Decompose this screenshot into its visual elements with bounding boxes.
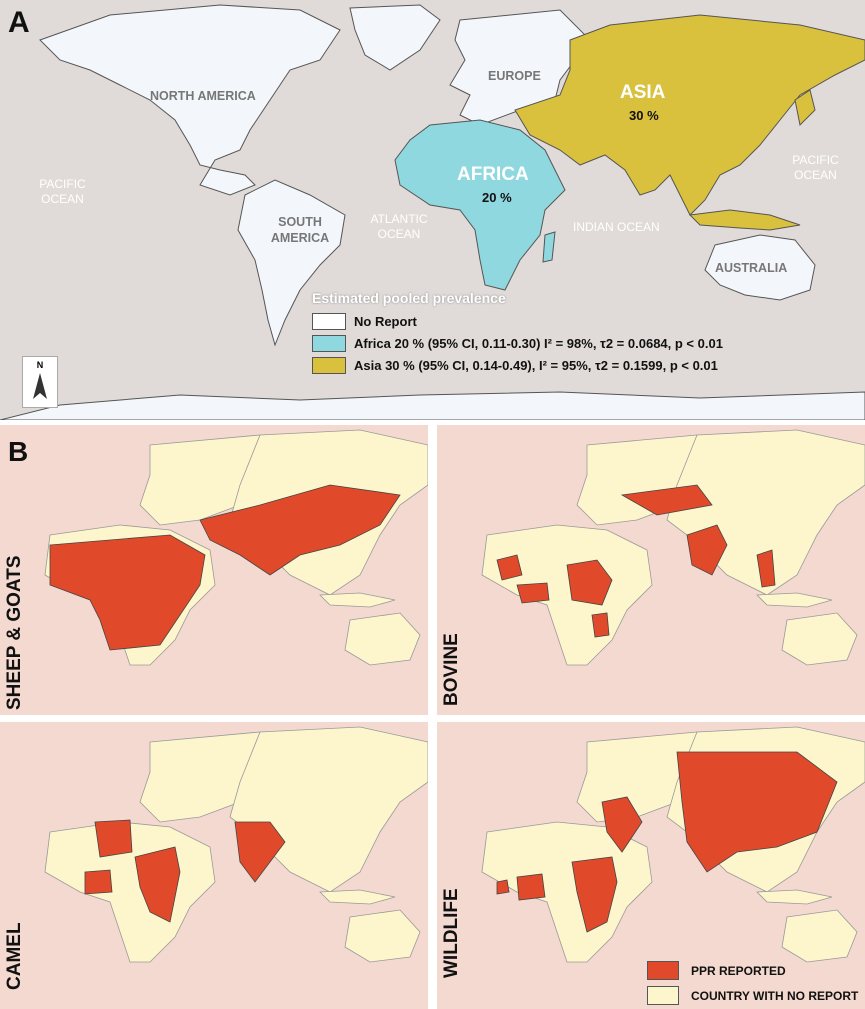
ppr-legend-text-reported: PPR REPORTED	[691, 963, 786, 978]
atlantic-ocean-label: ATLANTIC OCEAN	[366, 212, 432, 242]
ppr-reported-region	[496, 554, 523, 581]
europe-label: EUROPE	[488, 69, 541, 83]
ppr-reported-region	[134, 846, 181, 923]
legend-swatch-asia	[312, 356, 346, 374]
panel-a-letter: A	[8, 6, 30, 39]
legend-text-africa: Africa 20 % (95% CI, 0.11-0.30) I² = 98%…	[354, 335, 723, 351]
south-america-shape	[237, 179, 346, 347]
sea-islands-land	[756, 889, 833, 905]
north-america-label: NORTH AMERICA	[150, 89, 256, 103]
legend-text-asia: Asia 30 % (95% CI, 0.14-0.49), I² = 95%,…	[354, 357, 718, 373]
map-sheep-goats-svg	[44, 429, 428, 666]
north-arrow-icon	[33, 373, 47, 399]
prevalence-legend: Estimated pooled prevalence No Report Af…	[312, 290, 772, 376]
antarctica-shape	[0, 391, 865, 420]
ppr-reported-region	[676, 751, 838, 873]
ppr-reported-region	[234, 821, 286, 883]
label-camel: CAMEL	[4, 922, 25, 990]
ppr-reported-region	[566, 559, 613, 606]
north-arrow-letter: N	[36, 360, 44, 370]
map-camel	[0, 722, 428, 1009]
ppr-reported-region	[199, 484, 401, 576]
south-america-label: SOUTH AMERICA	[268, 214, 332, 246]
pacific-ocean-left-label: PACIFIC OCEAN	[35, 177, 90, 207]
ppr-reported-region	[49, 534, 206, 651]
australia-land	[344, 612, 421, 666]
pacific-left-line2: OCEAN	[41, 192, 84, 206]
atlantic-line1: ATLANTIC	[370, 212, 428, 226]
map-sheep-goats	[0, 425, 428, 715]
map-bovine-svg	[481, 429, 865, 666]
ppr-legend-text-no-report: COUNTRY WITH NO REPORT	[691, 988, 859, 1003]
ppr-reported-region	[756, 549, 776, 588]
africa-label: AFRICA	[457, 164, 529, 185]
ppr-legend-row-no-report: COUNTRY WITH NO REPORT	[647, 983, 858, 1008]
sea-islands-land	[319, 592, 396, 608]
australia-shape	[704, 234, 816, 301]
ppr-reported-region	[571, 856, 618, 933]
ppr-legend-swatch-reported	[647, 961, 679, 980]
ppr-reported-region	[94, 819, 133, 858]
world-map-panel-a: A NORTH AMERICA SOUTH AMERICA EUROPE AUS…	[0, 0, 865, 420]
legend-row-asia: Asia 30 % (95% CI, 0.14-0.49), I² = 95%,…	[312, 354, 772, 376]
pacific-right-line2: OCEAN	[794, 168, 837, 182]
sea-islands-land	[756, 592, 833, 608]
pacific-right-line1: PACIFIC	[792, 153, 839, 167]
map-wildlife-svg	[481, 726, 865, 963]
australia-land	[344, 909, 421, 963]
africa-land	[481, 524, 653, 666]
label-bovine: BOVINE	[441, 633, 462, 706]
indian-ocean-label: INDIAN OCEAN	[573, 220, 660, 234]
atlantic-line2: OCEAN	[377, 227, 421, 241]
legend-swatch-africa	[312, 334, 346, 352]
ppr-reported-region	[686, 524, 728, 576]
ppr-reported-region	[620, 484, 713, 516]
australia-land	[781, 612, 858, 666]
legend-row-africa: Africa 20 % (95% CI, 0.11-0.30) I² = 98%…	[312, 332, 772, 354]
map-bovine	[437, 425, 865, 715]
pacific-ocean-right-label: PACIFIC OCEAN	[788, 153, 843, 183]
asia-label: ASIA	[620, 82, 666, 103]
world-map-a-svg	[0, 4, 865, 420]
ppr-reported-region	[516, 582, 550, 604]
ppr-legend: PPR REPORTED COUNTRY WITH NO REPORT	[647, 958, 858, 1008]
legend-title: Estimated pooled prevalence	[312, 290, 506, 306]
australia-label: AUSTRALIA	[715, 261, 788, 275]
ppr-reported-region	[496, 879, 510, 895]
greenland-shape	[349, 4, 441, 71]
africa-shape	[394, 119, 566, 291]
panel-b-letter: B	[8, 436, 29, 467]
pacific-left-line1: PACIFIC	[39, 177, 86, 191]
label-sheep-goats: SHEEP & GOATS	[4, 555, 25, 711]
indonesia-shape	[688, 209, 801, 231]
north-america-shape	[39, 4, 341, 196]
south-america-label-line1: SOUTH	[278, 215, 322, 229]
ppr-reported-region	[84, 869, 113, 895]
ppr-legend-row-reported: PPR REPORTED	[647, 958, 858, 983]
label-wildlife: WILDLIFE	[441, 888, 462, 978]
ppr-reported-region	[591, 612, 610, 638]
madagascar-shape	[542, 231, 556, 263]
ppr-reported-region	[516, 873, 546, 901]
asia-percent: 30 %	[629, 108, 659, 123]
sea-islands-land	[319, 889, 396, 905]
legend-swatch-no-report	[312, 312, 346, 330]
legend-text-no-report: No Report	[354, 313, 417, 329]
japan-shape	[794, 89, 816, 127]
map-camel-svg	[44, 726, 428, 963]
africa-percent: 20 %	[482, 190, 512, 205]
australia-land	[781, 909, 858, 963]
north-arrow: N	[22, 356, 58, 408]
ppr-reported-region	[601, 796, 643, 853]
ppr-legend-swatch-no-report	[647, 986, 679, 1005]
legend-row-no-report: No Report	[312, 310, 772, 332]
south-america-label-line2: AMERICA	[270, 231, 330, 245]
